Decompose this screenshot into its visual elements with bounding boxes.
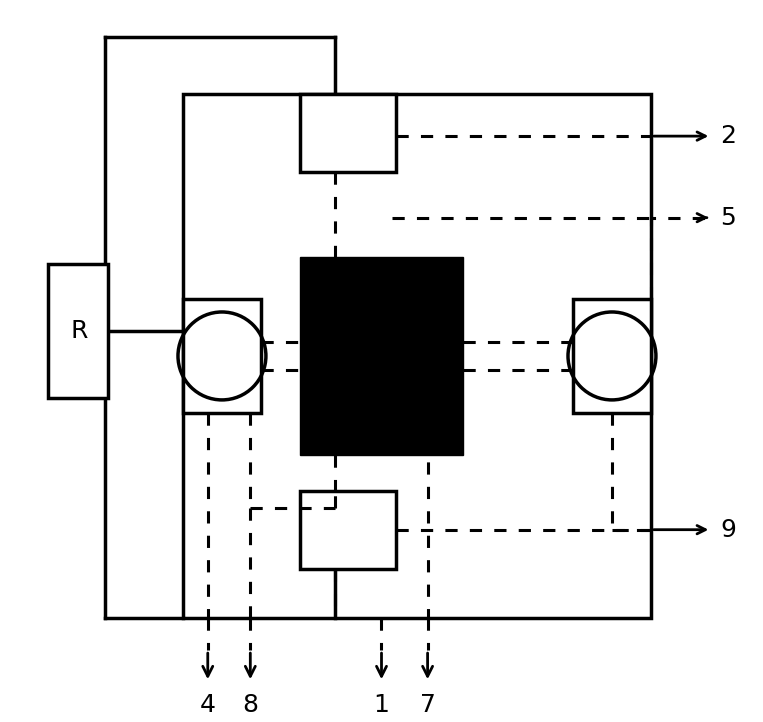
Bar	[183, 94, 651, 618]
Text: 9: 9	[720, 518, 736, 542]
Text: 1: 1	[374, 693, 389, 717]
Bar	[300, 257, 463, 456]
Bar	[573, 299, 651, 413]
Bar	[300, 94, 396, 172]
Text: R: R	[70, 319, 88, 343]
Text: 5: 5	[720, 206, 736, 230]
Text: 2: 2	[720, 124, 736, 148]
Text: 7: 7	[420, 693, 436, 717]
Bar	[300, 491, 396, 569]
Text: 4: 4	[200, 693, 216, 717]
Bar	[48, 264, 108, 399]
Bar	[183, 299, 261, 413]
Text: 8: 8	[243, 693, 259, 717]
